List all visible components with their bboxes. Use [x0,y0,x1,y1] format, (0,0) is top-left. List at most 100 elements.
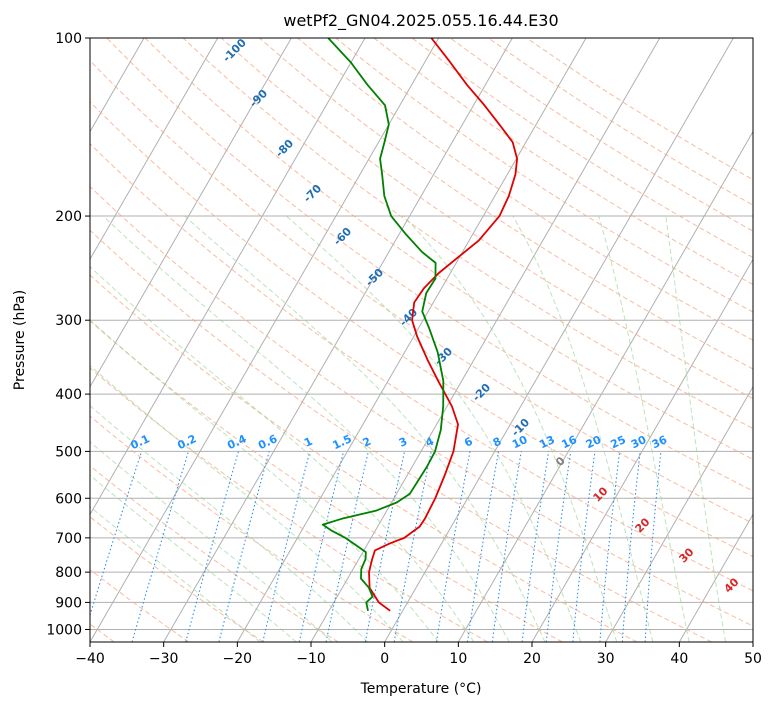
moist-adiabat-label: 40 [722,575,742,595]
isotherm-line [678,513,753,642]
y-axis: 1000 900 800 700 600 500 400 300 200 100 [46,31,90,638]
y-tick-label: 100 [55,31,82,47]
isotherm-line [90,38,366,516]
dry-adiabat-label: -40 [397,306,420,329]
mixing-ratio-line [131,451,189,642]
mixing-ratio-label: 30 [629,433,649,451]
isotherm-line [0,38,70,642]
moist-adiabat-line [512,215,654,642]
plot-frame [89,37,754,643]
moist-adiabat-line [102,215,510,642]
mixing-ratio-line [644,451,662,642]
y-tick-label: 400 [55,387,82,403]
x-tick-label: −40 [75,651,105,667]
temperature-profile [368,38,518,612]
mixing-ratio-label: 10 [510,433,530,451]
dry-adiabat-line [90,415,414,642]
dry-adiabat-label: -50 [363,266,386,289]
moist-adiabat-line [665,215,727,642]
dry-adiabat-line [90,59,753,524]
mixing-ratio-line [218,451,270,642]
x-tick-label: −20 [223,651,253,667]
y-tick-label: 1000 [46,622,82,638]
isotherm-line [90,38,219,261]
mixing-ratio-line [599,451,621,642]
mixing-ratio-label: 25 [609,433,628,451]
dry-adiabat-label: -100 [220,36,249,65]
mixing-ratio-label: 4 [423,435,436,450]
dry-adiabat-line [220,38,753,399]
dry-adiabat-line [90,274,638,642]
dry-adiabat-label: -80 [273,137,296,160]
mixing-ratio-line [364,451,406,642]
mixing-ratio-label: 13 [537,433,556,451]
moist-adiabat-line [184,215,546,642]
mixing-ratio-line [491,451,522,642]
mixing-ratio-label: 3 [397,435,409,450]
x-tick-label: −30 [149,651,179,667]
background-lines [90,38,753,642]
moist-adiabat-line [90,364,404,642]
dry-adiabat-line [411,38,753,259]
mixing-ratio-label: 20 [584,433,604,451]
dry-adiabat-line [106,38,753,492]
y-tick-label: 600 [55,491,82,507]
moist-adiabat-line [90,474,297,642]
dry-adiabat-line [90,229,712,642]
dry-adiabat-line [90,516,264,642]
x-tick-label: 30 [597,651,615,667]
mixing-ratio-line [185,451,239,642]
y-tick-label: 900 [55,595,82,611]
isotherm-line [457,130,753,642]
mixing-ratio-line [545,451,572,642]
y-tick-label: 500 [55,444,82,460]
mixing-ratio-label: 6 [462,435,475,450]
mixing-ratio-label: 16 [560,433,580,451]
y-tick-label: 700 [55,531,82,547]
x-tick-label: 10 [449,651,467,667]
dry-adiabat-line [90,185,753,627]
mixing-ratio-label: 1 [302,435,314,450]
mixing-ratio-line [325,451,369,642]
y-tick-label: 300 [55,313,82,329]
moist-adiabat-line [90,266,475,642]
moist-adiabat-line [403,215,618,642]
dry-adiabat-label: -90 [247,87,270,110]
x-tick-label: 0 [380,651,389,667]
dry-adiabat-line [90,320,563,642]
dry-adiabat-line [90,143,753,592]
isotherm-line [163,38,513,642]
x-tick-label: 50 [744,651,762,667]
mixing-ratio-label: 0.4 [225,432,248,452]
y-axis-label: Pressure (hPa) [12,290,28,390]
dry-adiabat-line [90,465,339,642]
moist-adiabat-line [90,441,333,642]
dry-adiabat-label: -70 [301,182,324,205]
moist-adiabat-label: 10 [591,484,611,504]
dry-adiabat-label: -60 [331,225,354,248]
mixing-ratio-label: 0.1 [129,432,152,452]
dry-adiabat-line [90,568,190,642]
mixing-ratio-line [393,451,432,642]
dewpoint-profile [321,38,445,612]
dry-adiabat-line [259,38,753,370]
isotherm-line [605,385,753,642]
dry-adiabat-line [449,38,753,232]
mixing-ratio-line [521,451,550,642]
mixing-ratio-label: 2 [361,435,373,450]
mixing-ratio-label: 36 [650,433,670,451]
mixing-ratio-label: 0.6 [256,432,279,452]
dry-adiabat-line [335,38,753,313]
sounding-profiles [321,38,518,612]
mixing-ratio-line [572,451,596,642]
mixing-ratio-line [298,451,345,642]
reference-line-labels: 0.1 0.2 0.4 0.6 1 1.5 2 3 4 6 8 10 13 16 20 25 30 36-100-… [129,36,742,596]
dry-adiabat-line [526,38,753,181]
pressure-gridlines [0,38,753,642]
isotherm-line [752,641,753,642]
mixing-ratio-label: 8 [491,435,503,450]
moist-adiabat-line [90,506,261,642]
mixing-ratio-line [90,451,143,617]
moist-adiabat-line [90,405,369,642]
